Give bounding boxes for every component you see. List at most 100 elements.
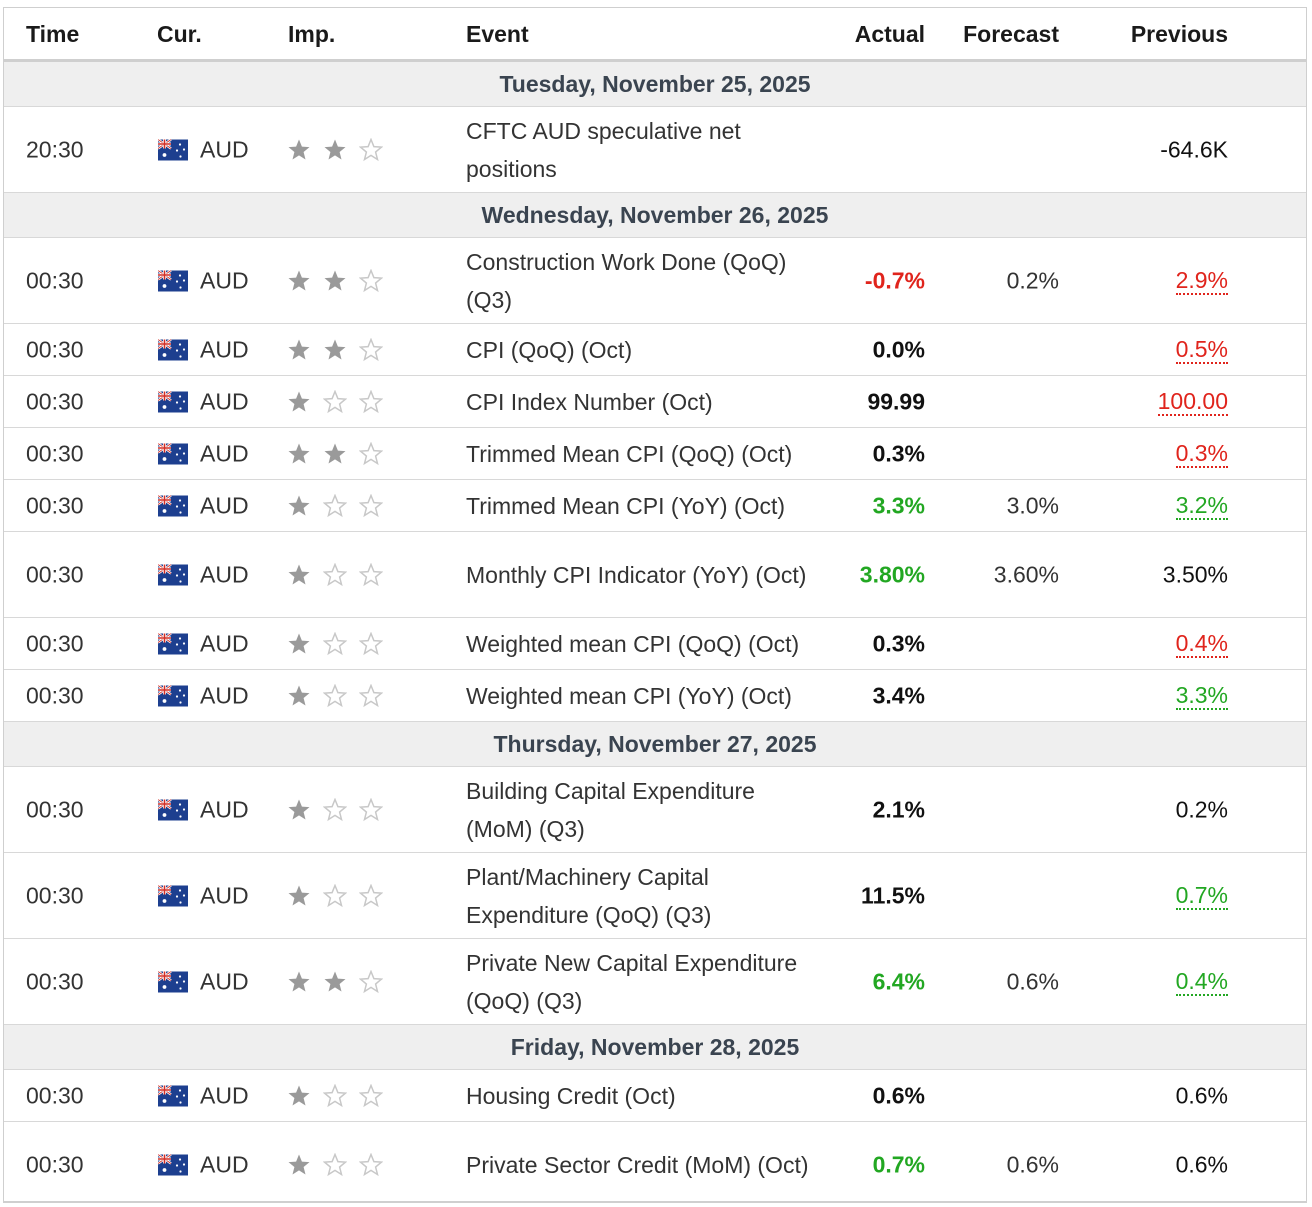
column-header-actual[interactable]: Actual (854, 21, 925, 47)
event-row[interactable]: 00:30 AUD Weighted mean CPI (QoQ) (Oct) 0.3… (4, 618, 1306, 670)
star-filled-icon (287, 684, 311, 708)
event-row[interactable]: 00:30 AUD Private New Capital Expenditure … (4, 939, 1306, 1025)
event-previous[interactable]: 0.5% (1175, 335, 1228, 364)
event-previous: 0.6% (1175, 1082, 1228, 1108)
star-empty-icon (359, 337, 383, 362)
event-name[interactable]: Monthly CPI Indicator (YoY) (Oct) (466, 561, 807, 588)
event-currency: AUD (200, 388, 249, 414)
event-name[interactable]: CPI Index Number (Oct) (466, 388, 713, 415)
column-header-importance[interactable]: Imp. (288, 21, 336, 47)
event-name[interactable]: Building Capital Expenditure (MoM) (Q3) (466, 777, 755, 842)
star-empty-icon (323, 883, 347, 908)
column-header-event[interactable]: Event (466, 21, 529, 47)
event-actual: 3.80% (859, 561, 925, 587)
star-empty-icon (323, 797, 347, 822)
table-body: Tuesday, November 25, 2025 20:30 AUD CFTC A… (4, 62, 1306, 1207)
importance-stars (287, 268, 391, 293)
event-time: 00:30 (26, 1082, 84, 1108)
star-filled-icon (323, 442, 347, 466)
column-header-forecast[interactable]: Forecast (963, 21, 1059, 47)
event-previous[interactable]: 0.7% (1175, 881, 1228, 910)
event-name[interactable]: Private New Capital Expenditure (QoQ) (Q… (466, 949, 798, 1014)
event-name[interactable]: Trimmed Mean CPI (YoY) (Oct) (466, 492, 786, 519)
event-previous[interactable]: 3.2% (1175, 491, 1228, 520)
star-empty-icon (359, 683, 383, 708)
event-time: 00:30 (26, 630, 84, 656)
event-time: 00:30 (26, 561, 84, 587)
event-row[interactable]: 00:30 AUD Private Sector Credit (MoM) (Oct… (4, 1122, 1306, 1207)
event-actual: -0.7% (864, 267, 925, 293)
importance-stars (287, 1152, 391, 1177)
event-time: 00:30 (26, 968, 84, 994)
event-row[interactable]: 00:30 AUD Plant/Machinery Capital Expendit… (4, 853, 1306, 939)
event-name[interactable]: CPI (QoQ) (Oct) (466, 336, 633, 363)
star-filled-icon (287, 494, 311, 518)
day-header: Friday, November 28, 2025 (4, 1025, 1306, 1070)
event-currency: AUD (200, 630, 249, 656)
event-currency: AUD (200, 336, 249, 362)
event-previous: 0.6% (1175, 1151, 1228, 1177)
event-time: 00:30 (26, 492, 84, 518)
australia-flag-icon (157, 138, 188, 160)
star-empty-icon (323, 683, 347, 708)
event-row[interactable]: 00:30 AUD Construction Work Done (QoQ) (Q3… (4, 238, 1306, 324)
event-name[interactable]: Plant/Machinery Capital Expenditure (QoQ… (466, 863, 712, 928)
event-actual: 11.5% (861, 882, 925, 908)
event-actual: 0.6% (872, 1082, 925, 1108)
event-actual: 0.0% (872, 336, 925, 362)
event-row[interactable]: 00:30 AUD Monthly CPI Indicator (YoY) (Oct… (4, 532, 1306, 618)
event-currency: AUD (200, 267, 249, 293)
event-time: 00:30 (26, 440, 84, 466)
star-empty-icon (323, 1083, 347, 1108)
event-actual: 0.3% (872, 440, 925, 466)
australia-flag-icon (157, 970, 188, 992)
australia-flag-icon (157, 494, 188, 516)
event-row[interactable]: 00:30 AUD CPI Index Number (Oct) 99.99 100.0… (4, 376, 1306, 428)
importance-stars (287, 797, 391, 822)
event-row[interactable]: 20:30 AUD CFTC AUD speculative net positio… (4, 107, 1306, 193)
event-name[interactable]: Private Sector Credit (MoM) (Oct) (466, 1151, 809, 1178)
event-previous[interactable]: 2.9% (1175, 266, 1228, 295)
event-row[interactable]: 00:30 AUD Building Capital Expenditure (Mo… (4, 767, 1306, 853)
event-forecast: 0.6% (1006, 1151, 1059, 1177)
event-row[interactable]: 00:30 AUD Housing Credit (Oct) 0.6% 0.6% (4, 1070, 1306, 1122)
event-time: 00:30 (26, 882, 84, 908)
event-row[interactable]: 00:30 AUD Weighted mean CPI (YoY) (Oct) 3.4… (4, 670, 1306, 722)
event-time: 00:30 (26, 682, 84, 708)
star-empty-icon (359, 631, 383, 656)
event-currency: AUD (200, 440, 249, 466)
event-currency: AUD (200, 882, 249, 908)
event-name[interactable]: Trimmed Mean CPI (QoQ) (Oct) (466, 440, 793, 467)
event-previous[interactable]: 0.4% (1175, 629, 1228, 658)
column-header-currency[interactable]: Cur. (157, 21, 202, 47)
event-previous[interactable]: 0.4% (1175, 967, 1228, 996)
event-row[interactable]: 00:30 AUD Trimmed Mean CPI (QoQ) (Oct) 0.3%… (4, 428, 1306, 480)
star-empty-icon (359, 969, 383, 994)
event-name[interactable]: CFTC AUD speculative net positions (466, 117, 741, 182)
event-actual: 0.3% (872, 630, 925, 656)
star-filled-icon (323, 138, 347, 162)
event-previous[interactable]: 100.00 (1157, 387, 1228, 416)
star-filled-icon (287, 338, 311, 362)
event-previous[interactable]: 0.3% (1175, 439, 1228, 468)
event-row[interactable]: 00:30 AUD CPI (QoQ) (Oct) 0.0% 0.5% (4, 324, 1306, 376)
event-name[interactable]: Weighted mean CPI (YoY) (Oct) (466, 682, 792, 709)
event-name[interactable]: Housing Credit (Oct) (466, 1082, 676, 1109)
event-row[interactable]: 00:30 AUD Trimmed Mean CPI (YoY) (Oct) 3.3%… (4, 480, 1306, 532)
event-actual: 0.7% (872, 1151, 925, 1177)
star-filled-icon (287, 632, 311, 656)
importance-stars (287, 683, 391, 708)
column-header-time[interactable]: Time (26, 21, 80, 47)
column-header-previous[interactable]: Previous (1130, 21, 1228, 47)
event-previous[interactable]: 3.3% (1175, 681, 1228, 710)
event-name[interactable]: Weighted mean CPI (QoQ) (Oct) (466, 630, 800, 657)
event-currency: AUD (200, 682, 249, 708)
australia-flag-icon (157, 1084, 188, 1106)
australia-flag-icon (157, 563, 188, 585)
event-time: 20:30 (26, 136, 84, 162)
importance-stars (287, 337, 391, 362)
importance-stars (287, 493, 391, 518)
star-empty-icon (359, 137, 383, 162)
event-time: 00:30 (26, 336, 84, 362)
event-name[interactable]: Construction Work Done (QoQ) (Q3) (466, 248, 787, 313)
